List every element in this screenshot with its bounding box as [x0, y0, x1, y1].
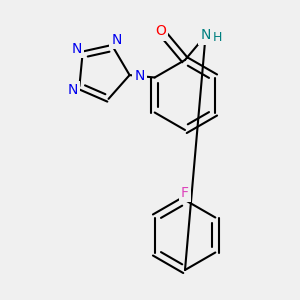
Text: N: N — [71, 42, 82, 56]
Text: N: N — [200, 28, 211, 43]
Text: N: N — [67, 83, 78, 97]
Text: H: H — [213, 31, 222, 44]
Text: N: N — [112, 33, 122, 47]
Text: F: F — [181, 186, 189, 200]
Text: N: N — [134, 69, 145, 83]
Text: O: O — [155, 25, 166, 38]
